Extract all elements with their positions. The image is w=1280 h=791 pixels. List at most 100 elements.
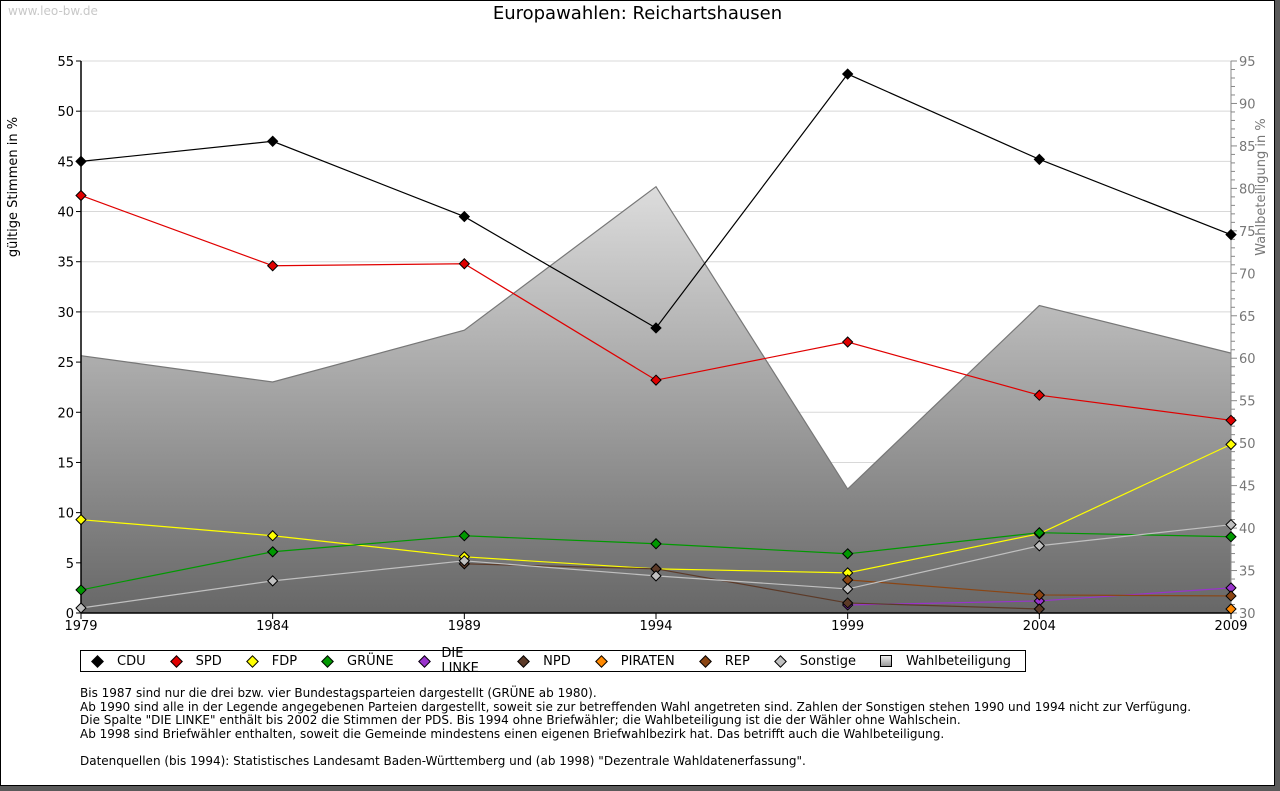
legend-item: DIE LINKE: [408, 646, 508, 676]
data-point-sonstige: [1225, 518, 1237, 531]
data-point-fdp: [266, 530, 279, 542]
x-tick-label: 1984: [256, 619, 289, 634]
x-tick-label: 1979: [64, 619, 97, 634]
y-tick-label: 20: [57, 406, 74, 421]
data-point-cdu: [458, 210, 471, 223]
note-line: Ab 1998 sind Briefwähler enthalten, sowe…: [80, 726, 945, 741]
legend-item: GRÜNE: [311, 654, 408, 669]
note-line: Datenquellen (bis 1994): Statistisches L…: [80, 753, 806, 768]
data-point-cdu: [1033, 153, 1046, 166]
legend-diamond-icon: [698, 655, 712, 668]
data-point-spd: [1225, 414, 1237, 427]
turnout-area-group: [80, 185, 1232, 613]
legend-diamond-icon: [594, 655, 608, 668]
legend-diamond-icon: [245, 655, 259, 668]
data-point-sonstige: [1033, 540, 1046, 552]
note-line: Ab 1990 sind alle in der Legende angegeb…: [80, 699, 1192, 714]
y-axis-title: gültige Stimmen in %: [6, 117, 21, 257]
data-point-rep: [1225, 590, 1237, 602]
legend-diamond-icon: [773, 655, 787, 668]
data-point-fdp: [75, 513, 87, 526]
data-point-cdu: [650, 322, 662, 334]
data-point-fdp: [1225, 438, 1237, 451]
data-point-npd: [841, 597, 854, 609]
data-point-grüne: [650, 538, 662, 550]
legend-item: Sonstige: [764, 654, 870, 669]
y2-tick-label: 85: [1239, 140, 1256, 155]
data-point-spd: [1033, 389, 1046, 401]
y2-tick-label: 90: [1239, 97, 1256, 112]
y-tick-label: 50: [57, 105, 74, 120]
x-tick-label: 1989: [448, 619, 481, 634]
legend-item: NPD: [507, 654, 585, 669]
y-tick-label: 55: [57, 55, 74, 70]
y-tick-label: 45: [57, 155, 74, 170]
legend-square-icon: [879, 655, 892, 667]
y2-axis-title: Wahlbeteiligung in %: [1254, 118, 1269, 255]
data-point-sonstige: [650, 570, 662, 582]
legend-label: NPD: [543, 653, 571, 669]
y-tick-label: 25: [57, 356, 74, 371]
chart-svg: 0 5 10 15 20 25 30 35 40 45 50 55 30 35 40 45 50 55 60 65 70…: [6, 55, 1269, 634]
data-point-grüne: [266, 546, 279, 558]
chart-title: Europawahlen: Reichartshausen: [492, 3, 783, 24]
data-point-cdu: [75, 155, 87, 168]
legend-label: DIE LINKE: [441, 646, 479, 676]
data-point-sonstige: [841, 583, 854, 595]
data-point-npd: [1033, 603, 1046, 615]
y2-tick-label: 40: [1239, 522, 1256, 537]
turnout-line: [80, 185, 1232, 490]
note-line: Bis 1987 sind nur die drei bzw. vier Bun…: [80, 686, 597, 700]
x-tick-label: 1994: [639, 619, 672, 634]
y2-tick-label: 75: [1239, 225, 1256, 240]
y2-tick-label: 95: [1239, 55, 1256, 70]
legend-label: CDU: [117, 653, 146, 669]
axis-labels: 0 5 10 15 20 25 30 35 40 45 50 55 30 35 40 45 50 55 60 65 70…: [6, 55, 1269, 634]
x-tick-label: 2009: [1214, 619, 1247, 634]
legend-label: PIRATEN: [620, 653, 675, 669]
y2-tick-label: 80: [1239, 182, 1256, 197]
data-point-rep: [1033, 589, 1046, 601]
data-point-grüne: [1225, 531, 1237, 543]
data-point-spd: [841, 336, 854, 348]
legend-diamond-icon: [91, 655, 104, 668]
y-tick-label: 30: [57, 306, 74, 321]
notes: Bis 1987 sind nur die drei bzw. vier Bun…: [80, 686, 1192, 768]
data-point-sonstige: [458, 555, 471, 567]
data-point-cdu: [1225, 228, 1237, 241]
y2-tick-label: 60: [1239, 352, 1256, 367]
legend-label: FDP: [271, 653, 298, 669]
data-point-sonstige: [75, 602, 87, 614]
y2-tick-label: 55: [1239, 395, 1256, 410]
y2-tick-label: 35: [1239, 565, 1256, 580]
y-tick-label: 0: [66, 607, 74, 622]
y-tick-label: 15: [57, 456, 74, 471]
series-points: [75, 68, 1237, 615]
legend-label: Wahlbeteiligung: [905, 653, 1011, 669]
data-point-sonstige: [266, 575, 279, 587]
data-point-cdu: [266, 135, 279, 147]
data-point-spd: [458, 258, 471, 270]
legend-item: FDP: [236, 654, 311, 669]
legend-item: PIRATEN: [585, 654, 689, 669]
legend-item: REP: [689, 654, 764, 669]
legend: CDU SPD FDP GRÜNE DIE LINKE NPD PIRATEN REP Sons…: [80, 646, 1026, 676]
x-tick-label: 1999: [831, 619, 864, 634]
data-point-cdu: [841, 68, 854, 80]
legend-label: Sonstige: [799, 653, 856, 669]
series-line-npd: [464, 563, 1040, 610]
watermark: www.leo-bw.de: [8, 4, 98, 18]
turnout-area: [81, 186, 1231, 613]
data-point-grüne: [1033, 527, 1046, 539]
y2-tick-label: 45: [1239, 480, 1256, 495]
x-tick-label: 2004: [1023, 619, 1056, 634]
legend-item: SPD: [160, 654, 236, 669]
data-point-spd: [650, 374, 662, 386]
legend-diamond-icon: [169, 655, 183, 668]
legend-label: GRÜNE: [347, 653, 394, 669]
data-point-spd: [266, 260, 279, 272]
y-tick-label: 10: [57, 507, 74, 522]
y2-tick-label: 70: [1239, 267, 1256, 282]
legend-item: CDU: [81, 654, 160, 669]
data-point-grüne: [841, 548, 854, 560]
